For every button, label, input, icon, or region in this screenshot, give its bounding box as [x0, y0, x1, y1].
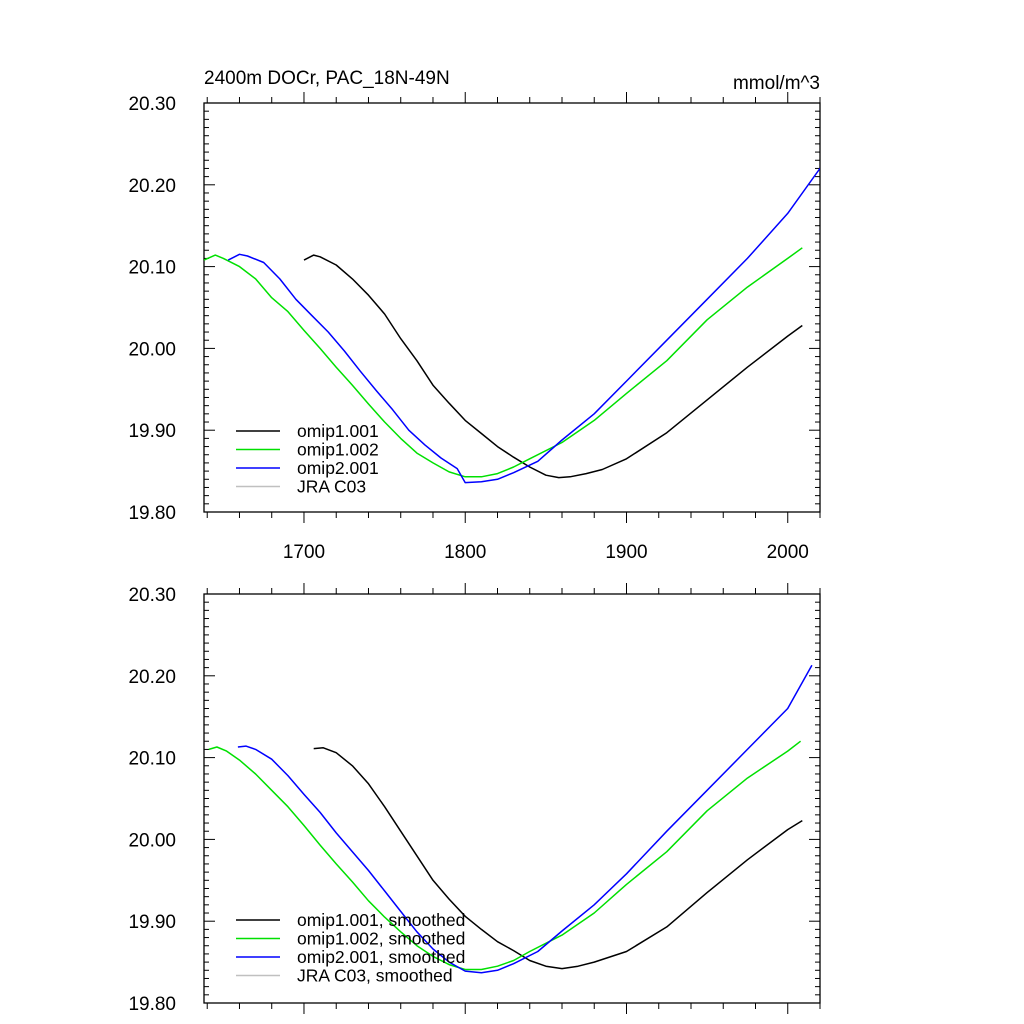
- legend-label: omip1.002: [297, 440, 379, 460]
- series-line-omip1-002: [204, 247, 803, 478]
- x-tick-label: 1900: [605, 542, 647, 563]
- legend-label: omip1.002, smoothed: [297, 929, 465, 949]
- y-tick-label: 19.80: [128, 503, 176, 524]
- legend-label: omip2.001: [297, 458, 379, 478]
- x-tick-label: 2000: [767, 542, 809, 563]
- chart-title: 2400m DOCr, PAC_18N-49N: [204, 68, 450, 89]
- series-group: [208, 664, 813, 974]
- x-tick-label: 1800: [444, 542, 486, 563]
- series-line-omip2-001-smoothed: [237, 664, 813, 974]
- series-line-omip2-001: [227, 167, 820, 484]
- series-line-omip1-002-smoothed: [208, 740, 802, 971]
- panel-top: 19.80 19.90 20.00 20.10 20.20 20.30 1700 1800 19…: [128, 68, 821, 563]
- legend-label: omip1.001: [297, 421, 379, 441]
- y-tick-label: 20.20: [128, 667, 176, 688]
- y-tick-label: 19.90: [128, 912, 176, 933]
- x-tick-label: 1700: [283, 542, 325, 563]
- legend-label: JRA C03: [297, 477, 366, 497]
- y-tick-label: 19.80: [128, 994, 176, 1015]
- y-tick-label: 20.10: [128, 749, 176, 770]
- y-tick-label: 20.30: [128, 585, 176, 606]
- series-line-omip1-001: [303, 254, 803, 479]
- y-tick-label: 20.30: [128, 94, 176, 115]
- panel-bottom: 19.80 19.90 20.00 20.10 20.20 20.30 omip1.001,…: [128, 583, 821, 1015]
- y-tick-label: 19.90: [128, 421, 176, 442]
- legend-label: omip1.001, smoothed: [297, 910, 465, 930]
- y-tick-label: 20.00: [128, 830, 176, 851]
- y-tick-label: 20.00: [128, 339, 176, 360]
- y-tick-label: 20.10: [128, 258, 176, 279]
- y-tick-label: 20.20: [128, 176, 176, 197]
- series-group: [204, 167, 820, 484]
- legend-label: JRA C03, smoothed: [297, 966, 453, 986]
- series-line-omip1-001-smoothed: [313, 747, 803, 970]
- legend-label: omip2.001, smoothed: [297, 947, 465, 967]
- units-label: mmol/m^3: [733, 73, 820, 94]
